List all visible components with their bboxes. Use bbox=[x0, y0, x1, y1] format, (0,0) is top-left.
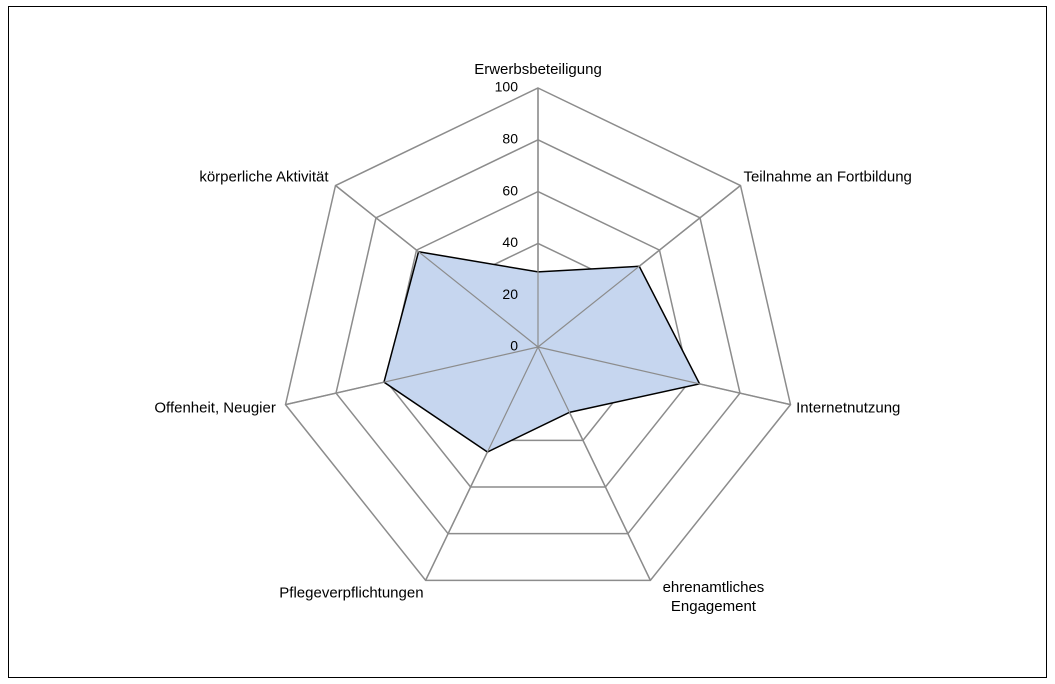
tick-label: 100 bbox=[495, 79, 519, 95]
axis-spoke-overlay bbox=[537, 346, 651, 581]
category-label: Teilnahme an Fortbildung bbox=[743, 168, 912, 186]
grid-ring bbox=[385, 190, 691, 488]
category-label: körperliche Aktivität bbox=[199, 168, 329, 186]
category-label: Pflegeverpflichtungen bbox=[279, 584, 424, 602]
axis-spoke-overlay bbox=[537, 185, 741, 348]
axis-spoke-overlay bbox=[537, 346, 791, 406]
chart-border bbox=[8, 6, 1047, 678]
axis-spoke-overlay bbox=[425, 346, 539, 581]
tick-label: 60 bbox=[502, 182, 518, 198]
category-label: ehrenamtliches Engagement bbox=[662, 578, 765, 615]
tick-label: 20 bbox=[502, 286, 518, 302]
category-label: Offenheit, Neugier bbox=[154, 399, 276, 417]
grid-ring bbox=[284, 87, 792, 582]
data-area bbox=[383, 250, 701, 453]
tick-label: 40 bbox=[502, 234, 518, 250]
tick-label: 0 bbox=[510, 338, 518, 354]
grid-ring bbox=[335, 138, 741, 535]
category-label: Internetnutzung bbox=[796, 399, 901, 417]
tick-label: 80 bbox=[502, 131, 518, 147]
category-label: Erwerbsbeteiligung bbox=[474, 60, 602, 78]
axis-spoke-overlay bbox=[335, 185, 539, 348]
axis-spoke-overlay bbox=[285, 346, 539, 406]
